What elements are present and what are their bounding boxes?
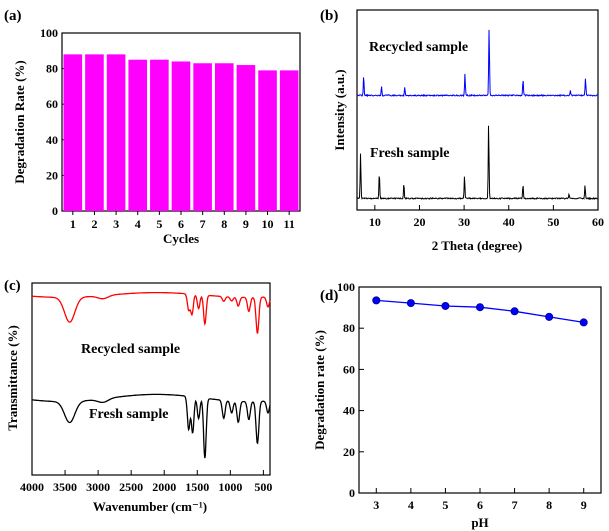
panel-b-xtick-label: 40 xyxy=(503,215,515,229)
panel-d-point xyxy=(406,299,415,308)
panel-d-ytick-label: 100 xyxy=(337,280,355,294)
recycled-pattern-line xyxy=(356,29,599,98)
panel-a-ylabel: Degradation Rate (%) xyxy=(12,60,27,183)
panel-d-xlabel: pH xyxy=(471,515,488,530)
panel-a-xtick-label: 3 xyxy=(113,217,119,231)
panel-c-xtick-label: 3000 xyxy=(86,480,110,494)
panel-a-bar xyxy=(171,61,191,212)
panel-a-bar xyxy=(128,59,148,212)
panel-a-ytick-label: 100 xyxy=(40,26,58,40)
panel-b-ylabel: Intensity (a.u.) xyxy=(332,69,347,150)
panel-c-xtick-label: 3500 xyxy=(53,480,77,494)
panel-d-xtick-label: 9 xyxy=(581,498,587,512)
panel-d-point xyxy=(475,303,484,312)
panel-d-point xyxy=(545,312,554,321)
panel-label-a: (a) xyxy=(4,8,22,24)
panel-a-ytick-label: 0 xyxy=(52,204,58,218)
panel-a-ytick-label: 60 xyxy=(46,97,58,111)
panel-d-ytick-label: 0 xyxy=(349,486,355,500)
panel-a-xtick-label: 7 xyxy=(200,217,206,231)
panel-d-xtick-label: 4 xyxy=(408,498,414,512)
panel-d-xtick-label: 7 xyxy=(512,498,518,512)
panel-a-ytick-label: 80 xyxy=(46,62,58,76)
panel-a: 0 20 40 60 80 100 1 2 3 4 5 6 7 8 9 10 11 Cycles Degrad… xyxy=(12,26,301,246)
panel-c: 4000 3500 3000 2500 2000 1500 1000 500 Recycled… xyxy=(5,282,272,514)
panel-c-recycled-annotation: Recycled sample xyxy=(81,342,180,357)
panel-d-ytick-label: 80 xyxy=(343,321,355,335)
panel-a-xtick-label: 4 xyxy=(135,217,141,231)
panel-c-xtick-label: 2500 xyxy=(119,480,143,494)
panel-a-bar xyxy=(236,65,256,211)
panel-d-xtick-label: 3 xyxy=(373,498,379,512)
panel-a-bar xyxy=(193,63,212,212)
panel-a-xtick-label: 8 xyxy=(221,217,227,231)
fresh-spectrum-line xyxy=(31,393,271,459)
panel-a-xtick-label: 1 xyxy=(70,217,76,231)
panel-a-bar xyxy=(150,59,169,212)
panel-d-ylabel: Degradation rate (%) xyxy=(312,330,327,450)
panel-c-xlabel: Wavenumber (cm⁻¹) xyxy=(93,499,207,514)
panel-c-fresh-annotation: Fresh sample xyxy=(89,407,168,422)
panel-b-xtick-label: 50 xyxy=(547,215,559,229)
panel-c-xtick-label: 500 xyxy=(254,480,272,494)
panel-d-frame xyxy=(358,286,602,494)
panel-a-xtick-label: 10 xyxy=(262,217,274,231)
panel-label-d: (d) xyxy=(320,288,338,304)
panel-d-ytick-label: 20 xyxy=(343,445,355,459)
panel-d-ytick-label: 40 xyxy=(343,404,355,418)
panel-b-xtick-label: 30 xyxy=(458,215,470,229)
panel-d-ytick-label: 60 xyxy=(343,362,355,376)
panel-a-xtick-label: 5 xyxy=(156,217,162,231)
panel-b-fresh-annotation: Fresh sample xyxy=(370,146,449,161)
fresh-pattern-line xyxy=(357,125,599,201)
panel-a-xtick-label: 6 xyxy=(178,217,184,231)
panel-a-bar xyxy=(85,54,104,211)
panel-a-xtick-label: 2 xyxy=(91,217,97,231)
panel-label-c: (c) xyxy=(4,278,21,294)
panel-d-xtick-label: 8 xyxy=(546,498,552,512)
panel-c-xtick-label: 2000 xyxy=(152,480,176,494)
panel-c-xtick-label: 4000 xyxy=(20,480,44,494)
panel-c-frame xyxy=(31,282,271,476)
panel-c-xtick-label: 1000 xyxy=(218,480,242,494)
panel-d-xtick-label: 5 xyxy=(442,498,448,512)
panel-a-ytick-label: 20 xyxy=(46,168,58,182)
panel-a-bar xyxy=(106,54,126,211)
panel-a-bar xyxy=(279,70,299,211)
panel-d-point xyxy=(372,296,381,305)
panel-c-xtick-label: 1500 xyxy=(185,480,209,494)
panel-c-ylabel: Transmittance (%) xyxy=(5,325,20,431)
panel-a-bar xyxy=(63,54,83,211)
panel-d: 0 20 40 60 80 100 3 4 5 6 7 8 9 pH Degradation rate… xyxy=(312,280,602,530)
panel-b: 10 20 30 40 50 60 Recycled sample Fresh sampl… xyxy=(332,9,604,253)
panel-label-b: (b) xyxy=(320,8,338,24)
panel-d-point xyxy=(441,301,450,310)
panel-b-xtick-label: 60 xyxy=(592,215,604,229)
panel-a-xtick-label: 11 xyxy=(284,217,295,231)
panel-d-xtick-label: 6 xyxy=(477,498,483,512)
recycled-spectrum-line xyxy=(31,291,271,335)
panel-b-xlabel: 2 Theta (degree) xyxy=(432,238,523,253)
panel-d-point xyxy=(510,307,519,316)
panel-a-ytick-label: 40 xyxy=(46,133,58,147)
panel-a-xlabel: Cycles xyxy=(163,231,199,246)
panel-b-frame xyxy=(356,9,599,211)
panel-b-recycled-annotation: Recycled sample xyxy=(369,40,468,55)
panel-a-bar xyxy=(258,70,277,211)
panel-a-bar xyxy=(214,63,234,212)
panel-a-xtick-label: 9 xyxy=(243,217,249,231)
panel-d-point xyxy=(579,318,588,327)
panel-b-xtick-label: 10 xyxy=(369,215,381,229)
panel-b-xtick-label: 20 xyxy=(413,215,425,229)
